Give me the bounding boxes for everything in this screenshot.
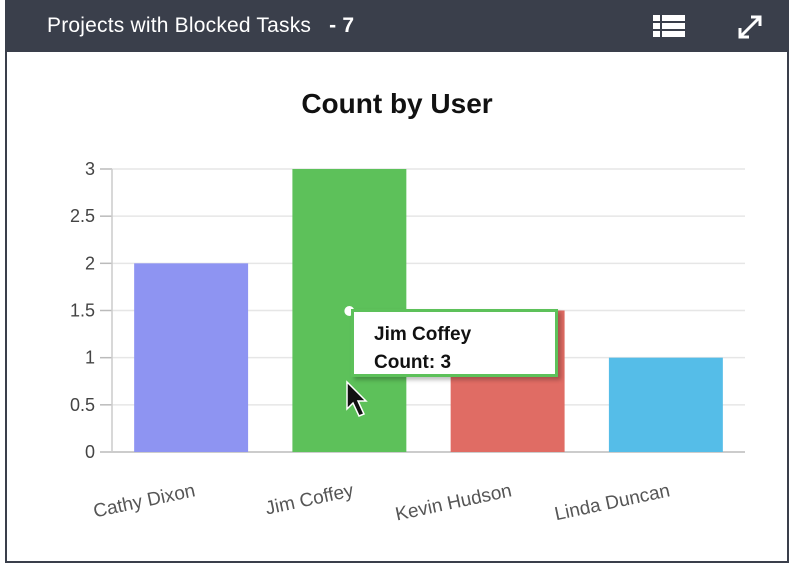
bar-chart: 0 0.5 1 1.5 2 2.5 3 Cathy Dixon Jim Coffey Kevin … [70,159,745,525]
widget-title: Projects with Blocked Tasks - 7 [47,14,354,38]
y-tick-label: 1.5 [70,301,95,321]
chart-area: Count by User 0 0.5 1 1.5 2 2.5 3 Cathy Dixon Ji… [7,52,787,561]
tooltip-value: Count: 3 [374,352,452,373]
y-tick-label: 3 [85,159,95,179]
widget-count: - 7 [329,14,355,37]
mouse-cursor-icon [346,380,368,417]
widget-panel: Projects with Blocked Tasks - 7 Count by … [5,0,789,563]
expand-icon[interactable] [733,12,767,42]
y-tick-label: 2.5 [70,206,95,226]
y-tick-label: 0 [85,442,95,462]
table-list-icon[interactable] [652,12,686,42]
x-tick-label: Linda Duncan [553,480,672,525]
x-tick-label: Jim Coffey [264,480,356,519]
bar[interactable] [608,357,723,452]
chart-title: Count by User [301,88,493,119]
widget-header: Projects with Blocked Tasks - 7 [7,2,787,52]
x-tick-label: Kevin Hudson [394,480,514,525]
tooltip-name: Jim Coffey [374,324,472,345]
chart-tooltip: Jim Coffey Count: 3 [351,309,558,377]
y-tick-label: 0.5 [70,395,95,415]
widget-title-text: Projects with Blocked Tasks [47,14,312,37]
bar[interactable] [134,263,249,452]
x-tick-label: Cathy Dixon [92,480,198,522]
y-tick-label: 2 [85,253,95,273]
y-tick-label: 1 [85,348,95,368]
